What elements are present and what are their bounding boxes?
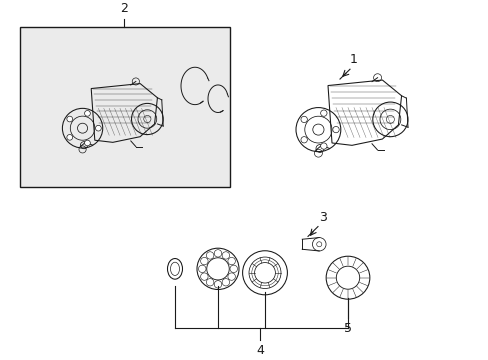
- Bar: [20, 27, 229, 187]
- Text: 3: 3: [318, 211, 326, 224]
- Text: 1: 1: [349, 53, 357, 66]
- Circle shape: [67, 135, 73, 140]
- Circle shape: [320, 110, 326, 116]
- Text: 4: 4: [256, 343, 264, 357]
- Circle shape: [95, 125, 101, 131]
- Text: 5: 5: [343, 322, 351, 335]
- Text: 2: 2: [120, 2, 128, 15]
- Circle shape: [300, 116, 307, 122]
- Circle shape: [332, 126, 339, 133]
- Circle shape: [300, 137, 307, 143]
- Circle shape: [320, 143, 326, 149]
- Circle shape: [67, 116, 73, 122]
- Circle shape: [84, 140, 90, 146]
- Circle shape: [84, 111, 90, 116]
